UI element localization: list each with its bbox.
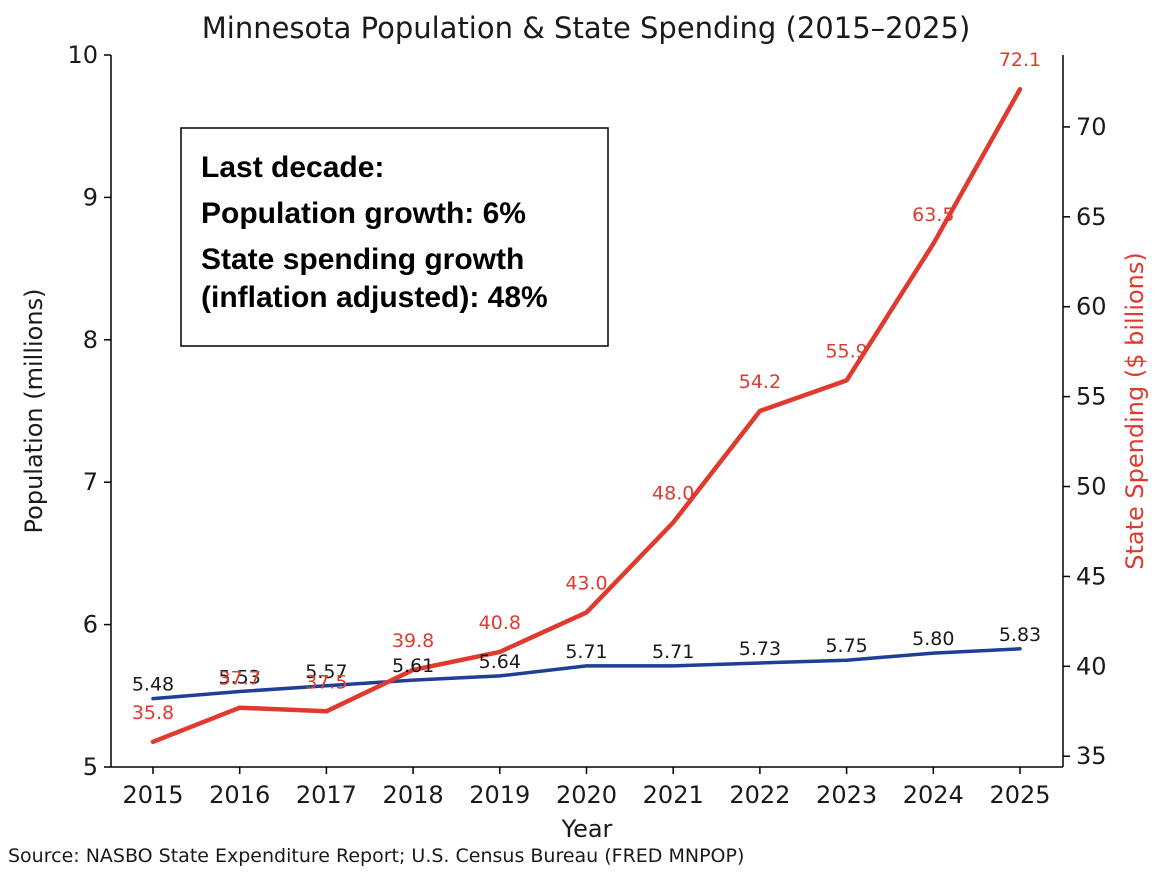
left-ticks: 5 6 7 8 9 10: [67, 41, 111, 781]
x-tick-label: 2021: [643, 781, 704, 809]
data-label-layer: 5.48 5.53 5.57 5.61 5.64 5.71 5.71 5.73 5.75 5.80…: [132, 49, 1041, 724]
chart-title: Minnesota Population & State Spending (2…: [202, 11, 971, 45]
population-data-label: 5.61: [392, 655, 434, 677]
right-axis: 35 40 45 50 55 60 65 70: [1062, 55, 1107, 770]
population-data-label: 5.57: [305, 661, 347, 683]
left-tick-label: 6: [83, 611, 98, 639]
right-tick-label: 50: [1076, 473, 1107, 501]
spending-line: [150, 86, 1023, 745]
x-tick-label: 2015: [122, 781, 183, 809]
annotation-box: Last decade: Population growth: 6% State…: [180, 127, 609, 347]
left-tick-label: 7: [83, 468, 98, 496]
annotation-line-1: Last decade:: [201, 151, 384, 184]
spending-data-label: 40.8: [479, 612, 521, 634]
population-data-label: 5.64: [479, 651, 521, 673]
spending-data-label: 43.0: [565, 572, 607, 594]
x-tick-label: 2018: [383, 781, 444, 809]
population-data-label: 5.53: [219, 667, 261, 689]
x-tick-label: 2017: [296, 781, 357, 809]
population-data-label: 5.71: [652, 641, 694, 663]
annotation-line-3: State spending growth: [201, 243, 524, 276]
right-ticks: 35 40 45 50 55 60 65 70: [1063, 113, 1107, 770]
annotation-frame: [180, 127, 609, 347]
population-data-label: 5.71: [565, 641, 607, 663]
source-note: Source: NASBO State Expenditure Report; …: [8, 845, 744, 867]
left-axis: 5 6 7 8 9 10: [67, 41, 112, 781]
right-tick-label: 60: [1076, 293, 1107, 321]
right-tick-label: 40: [1076, 652, 1107, 680]
population-data-label: 5.83: [999, 624, 1041, 646]
x-tick-label: 2023: [816, 781, 877, 809]
x-tick-label: 2024: [903, 781, 964, 809]
population-data-label: 5.80: [912, 628, 954, 650]
y-axis-label-left: Population (millions): [20, 289, 48, 534]
right-tick-label: 45: [1076, 562, 1107, 590]
left-tick-label: 9: [83, 183, 98, 211]
right-tick-label: 35: [1076, 742, 1107, 770]
y-axis-label-right: State Spending ($ billions): [1121, 252, 1149, 570]
population-data-label: 5.48: [132, 674, 174, 696]
x-axis: 2015 2016 2017 2018 2019 2020 2021 2022 2023 2024…: [111, 766, 1063, 809]
right-tick-label: 65: [1076, 203, 1107, 231]
x-tick-label: 2022: [729, 781, 790, 809]
x-tick-label: 2016: [209, 781, 270, 809]
x-tick-label: 2019: [469, 781, 530, 809]
series-layer: [150, 86, 1023, 745]
left-tick-label: 10: [67, 41, 98, 69]
x-tick-label: 2020: [556, 781, 617, 809]
x-ticks: 2015 2016 2017 2018 2019 2020 2021 2022 2023 2024…: [122, 767, 1051, 809]
population-data-label: 5.73: [739, 638, 781, 660]
spending-data-label: 63.5: [912, 204, 954, 226]
spending-data-label: 48.0: [652, 482, 694, 504]
spending-data-label: 55.9: [825, 340, 867, 362]
right-tick-label: 70: [1076, 113, 1107, 141]
spending-data-label: 72.1: [999, 49, 1041, 71]
annotation-line-4: (inflation adjusted): 48%: [201, 281, 548, 314]
x-tick-label: 2025: [989, 781, 1050, 809]
left-tick-label: 5: [83, 753, 98, 781]
spending-data-label: 39.8: [392, 630, 434, 652]
spending-data-label: 35.8: [132, 702, 174, 724]
spending-data-label: 37.5: [305, 671, 347, 693]
population-data-label: 5.75: [825, 635, 867, 657]
annotation-line-2: Population growth: 6%: [201, 197, 526, 230]
right-tick-label: 55: [1076, 383, 1107, 411]
spending-data-label: 37.7: [219, 668, 261, 690]
left-tick-label: 8: [83, 326, 98, 354]
spending-data-label: 54.2: [739, 371, 781, 393]
x-axis-label: Year: [561, 815, 613, 843]
